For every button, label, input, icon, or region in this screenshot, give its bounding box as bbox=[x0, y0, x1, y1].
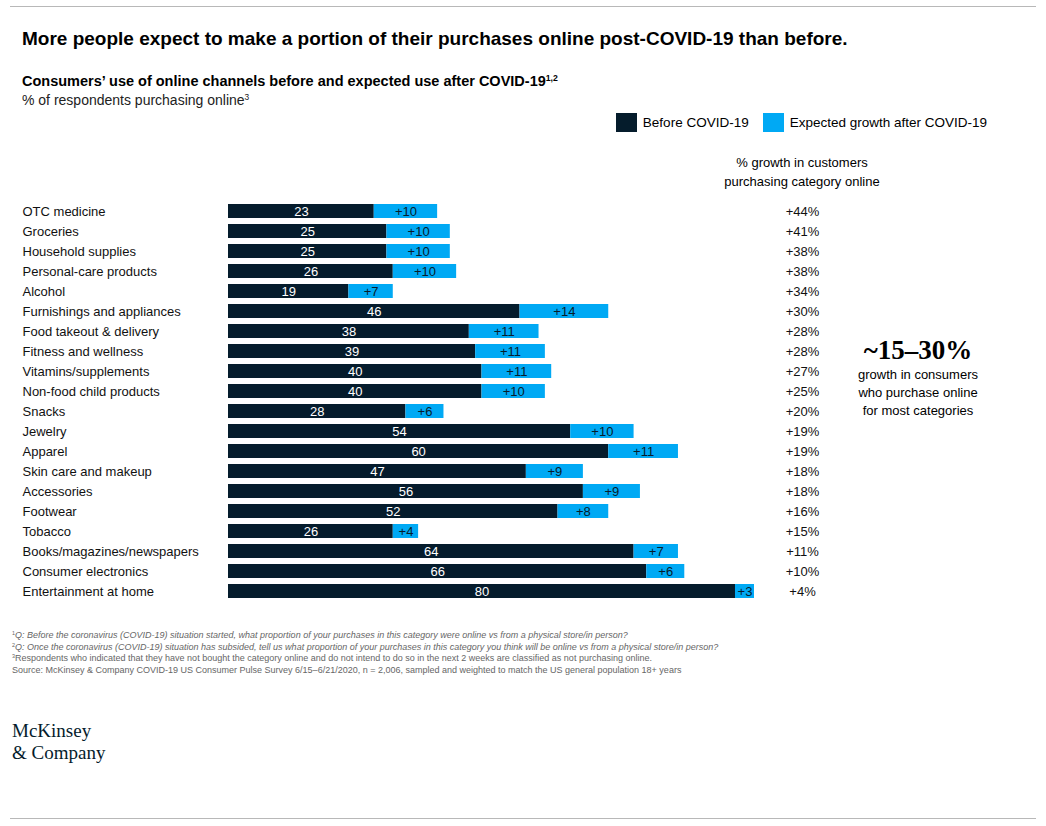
svg-text:Accessories: Accessories bbox=[23, 484, 94, 499]
svg-text:+3: +3 bbox=[738, 584, 753, 599]
svg-text:+38%: +38% bbox=[786, 264, 820, 279]
svg-text:+15%: +15% bbox=[786, 524, 820, 539]
svg-text:19: 19 bbox=[281, 284, 295, 299]
svg-text:46: 46 bbox=[367, 304, 381, 319]
svg-text:+10: +10 bbox=[408, 224, 430, 239]
svg-text:+10: +10 bbox=[591, 424, 613, 439]
svg-text:+28%: +28% bbox=[786, 324, 820, 339]
svg-text:+25%: +25% bbox=[786, 384, 820, 399]
svg-text:+19%: +19% bbox=[786, 444, 820, 459]
svg-text:Groceries: Groceries bbox=[23, 224, 80, 239]
svg-text:Vitamins/supplements: Vitamins/supplements bbox=[23, 364, 150, 379]
svg-text:+30%: +30% bbox=[786, 304, 820, 319]
svg-text:+4%: +4% bbox=[789, 584, 816, 599]
svg-text:47: 47 bbox=[370, 464, 384, 479]
html-text:purchasing category online: purchasing category online bbox=[724, 174, 880, 189]
html-text:Before COVID-19: Before COVID-19 bbox=[642, 115, 749, 130]
svg-text:+38%: +38% bbox=[786, 244, 820, 259]
svg-text:+10%: +10% bbox=[786, 564, 820, 579]
html-text:% of respondents purchasing on: % of respondents purchasing online3 bbox=[22, 92, 250, 108]
html-text:More people expect to make a p: More people expect to make a portion of … bbox=[22, 28, 848, 49]
svg-text:Personal-care products: Personal-care products bbox=[23, 264, 158, 279]
svg-text:Consumer electronics: Consumer electronics bbox=[23, 564, 149, 579]
svg-text:+4: +4 bbox=[399, 524, 414, 539]
svg-text:+44%: +44% bbox=[786, 204, 820, 219]
svg-text:+8: +8 bbox=[576, 504, 591, 519]
svg-text:Alcohol: Alcohol bbox=[23, 284, 66, 299]
html-text:~15–30%: ~15–30% bbox=[863, 335, 973, 365]
svg-text:+6: +6 bbox=[658, 564, 673, 579]
svg-text:Furnishings and appliances: Furnishings and appliances bbox=[23, 304, 182, 319]
svg-text:+6: +6 bbox=[418, 404, 433, 419]
svg-text:25: 25 bbox=[300, 244, 314, 259]
html-text:1Q: Before the coronavirus (CO: 1Q: Before the coronavirus (COVID-19) si… bbox=[12, 629, 628, 640]
svg-text:23: 23 bbox=[294, 204, 308, 219]
svg-text:66: 66 bbox=[430, 564, 444, 579]
svg-text:40: 40 bbox=[348, 384, 362, 399]
svg-text:+28%: +28% bbox=[786, 344, 820, 359]
html-text:growth in consumers: growth in consumers bbox=[858, 367, 978, 382]
svg-text:26: 26 bbox=[304, 264, 318, 279]
svg-text:+9: +9 bbox=[604, 484, 619, 499]
svg-text:38: 38 bbox=[342, 324, 356, 339]
svg-text:+10: +10 bbox=[503, 384, 525, 399]
html-text:for most categories: for most categories bbox=[862, 403, 974, 418]
svg-text:Tobacco: Tobacco bbox=[23, 524, 71, 539]
html-text:1,2: 1,2 bbox=[545, 72, 558, 83]
svg-text:+10: +10 bbox=[414, 264, 436, 279]
svg-text:+18%: +18% bbox=[786, 464, 820, 479]
svg-text:+7: +7 bbox=[364, 284, 379, 299]
svg-text:+18%: +18% bbox=[786, 484, 820, 499]
svg-text:+27%: +27% bbox=[786, 364, 820, 379]
svg-text:+11: +11 bbox=[633, 444, 654, 459]
svg-text:80: 80 bbox=[475, 584, 489, 599]
svg-text:+11: +11 bbox=[506, 364, 527, 379]
svg-text:Snacks: Snacks bbox=[23, 404, 66, 419]
html-text:Consumers’ use of online chann: Consumers’ use of online channels before… bbox=[22, 73, 546, 89]
html-text:% growth in customers: % growth in customers bbox=[736, 155, 868, 170]
svg-text:+10: +10 bbox=[408, 244, 430, 259]
svg-text:Household supplies: Household supplies bbox=[23, 244, 137, 259]
svg-text:28: 28 bbox=[310, 404, 324, 419]
svg-text:40: 40 bbox=[348, 364, 362, 379]
svg-text:+16%: +16% bbox=[786, 504, 820, 519]
html-text:McKinsey: McKinsey bbox=[12, 720, 92, 741]
svg-text:+7: +7 bbox=[649, 544, 664, 559]
svg-text:+41%: +41% bbox=[786, 224, 820, 239]
svg-text:Entertainment at home: Entertainment at home bbox=[23, 584, 155, 599]
svg-text:+9: +9 bbox=[547, 464, 562, 479]
html-text:2Q: Once the coronavirus (COVI: 2Q: Once the coronavirus (COVID-19) situ… bbox=[12, 641, 719, 652]
html-text:3Respondents who indicated tha: 3Respondents who indicated that they hav… bbox=[12, 652, 652, 663]
svg-text:Skin care and makeup: Skin care and makeup bbox=[23, 464, 152, 479]
svg-text:Fitness and wellness: Fitness and wellness bbox=[23, 344, 144, 359]
svg-text:+11: +11 bbox=[500, 344, 521, 359]
svg-text:54: 54 bbox=[392, 424, 406, 439]
svg-text:56: 56 bbox=[399, 484, 413, 499]
svg-text:OTC medicine: OTC medicine bbox=[23, 204, 106, 219]
svg-text:Food takeout & delivery: Food takeout & delivery bbox=[23, 324, 160, 339]
svg-text:52: 52 bbox=[386, 504, 400, 519]
svg-text:Jewelry: Jewelry bbox=[23, 424, 68, 439]
html-text:who purchase online: who purchase online bbox=[858, 385, 978, 400]
svg-text:+19%: +19% bbox=[786, 424, 820, 439]
svg-text:+34%: +34% bbox=[786, 284, 820, 299]
svg-text:25: 25 bbox=[300, 224, 314, 239]
svg-text:+20%: +20% bbox=[786, 404, 820, 419]
svg-text:64: 64 bbox=[424, 544, 438, 559]
svg-text:+10: +10 bbox=[395, 204, 417, 219]
svg-text:+11: +11 bbox=[494, 324, 515, 339]
svg-text:Books/magazines/newspapers: Books/magazines/newspapers bbox=[23, 544, 200, 559]
svg-text:Apparel: Apparel bbox=[23, 444, 68, 459]
svg-text:26: 26 bbox=[304, 524, 318, 539]
svg-text:Footwear: Footwear bbox=[23, 504, 78, 519]
svg-text:+14: +14 bbox=[553, 304, 575, 319]
html-text:& Company: & Company bbox=[12, 742, 106, 763]
svg-text:60: 60 bbox=[411, 444, 425, 459]
svg-text:Non-food child products: Non-food child products bbox=[23, 384, 161, 399]
svg-text:+11%: +11% bbox=[786, 544, 819, 559]
svg-text:39: 39 bbox=[345, 344, 359, 359]
html-text:Source: McKinsey & Company COV: Source: McKinsey & Company COVID-19 US C… bbox=[12, 664, 682, 675]
html-text:Expected growth after COVID-19: Expected growth after COVID-19 bbox=[789, 115, 987, 130]
